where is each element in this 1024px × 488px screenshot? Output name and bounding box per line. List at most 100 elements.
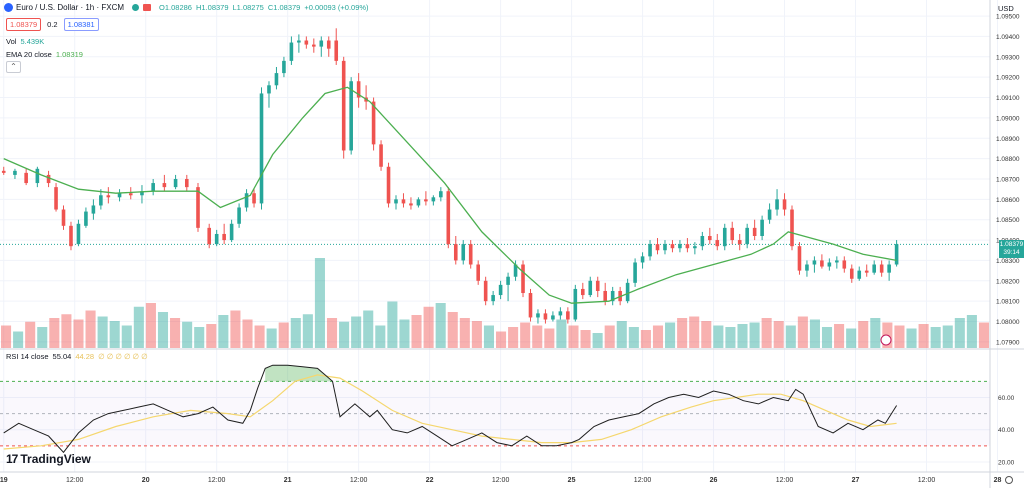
spread-value: 0.2 bbox=[47, 20, 58, 29]
volume-bar bbox=[749, 322, 760, 348]
candle-body bbox=[84, 211, 88, 226]
ema-value: 1.08319 bbox=[55, 50, 83, 59]
volume-bar bbox=[942, 325, 953, 348]
lightning-icon[interactable] bbox=[880, 334, 892, 346]
volume-bar bbox=[182, 321, 193, 348]
candle-body bbox=[416, 199, 421, 206]
candle-body bbox=[76, 223, 81, 245]
candle-body bbox=[69, 225, 73, 247]
volume-bar bbox=[604, 325, 615, 348]
candle-body bbox=[349, 81, 353, 151]
candle-body bbox=[259, 93, 264, 204]
rsi-axis-label: 60.00 bbox=[998, 395, 1015, 402]
volume-bar bbox=[701, 321, 712, 348]
volume-bar bbox=[302, 314, 313, 348]
candle-body bbox=[663, 244, 667, 251]
candle-body bbox=[730, 227, 735, 241]
volume-bar bbox=[459, 318, 470, 348]
candle-body bbox=[476, 264, 480, 281]
volume-bar bbox=[773, 321, 784, 348]
rsi-axis-label: 40.00 bbox=[998, 427, 1015, 434]
volume-bar bbox=[640, 330, 651, 348]
candle-body bbox=[431, 197, 436, 202]
settings-gear-icon[interactable] bbox=[1005, 476, 1013, 484]
candle-body bbox=[341, 60, 346, 151]
candle-body bbox=[237, 207, 241, 224]
rsi-placeholders: ∅ ∅ ∅ ∅ ∅ ∅ bbox=[98, 352, 148, 361]
volume-bar bbox=[254, 325, 265, 348]
volume-bar bbox=[61, 314, 72, 348]
candle-body bbox=[54, 187, 58, 210]
candle-body bbox=[117, 193, 122, 198]
volume-bar bbox=[411, 315, 422, 348]
candle-body bbox=[99, 195, 103, 206]
time-axis-label: 27 bbox=[852, 477, 860, 484]
ema-legend[interactable]: EMA 20 close 1.08319 bbox=[6, 50, 83, 59]
candle-body bbox=[214, 233, 219, 245]
collapse-legend-button[interactable]: ⌃ bbox=[6, 61, 21, 73]
candle-body bbox=[319, 40, 324, 47]
candle-body bbox=[521, 264, 525, 294]
volume-bar bbox=[194, 327, 205, 348]
tradingview-logo[interactable]: 17 TradingView bbox=[6, 452, 91, 466]
time-axis-label: 21 bbox=[284, 477, 292, 484]
volume-bar bbox=[954, 318, 965, 348]
volume-bar bbox=[689, 316, 700, 348]
price-axis-label: 1.08000 bbox=[996, 319, 1020, 326]
chevron-up-icon: ⌃ bbox=[10, 62, 17, 71]
volume-bar bbox=[544, 328, 555, 348]
volume-bar bbox=[870, 318, 881, 348]
price-axis-label: 1.08600 bbox=[996, 197, 1020, 204]
volume-bar bbox=[242, 319, 253, 348]
time-axis-label: 12:00 bbox=[208, 477, 226, 484]
candle-body bbox=[700, 236, 705, 247]
price-axis-label: 1.08500 bbox=[996, 217, 1020, 224]
volume-bar bbox=[483, 325, 494, 348]
volume-bar bbox=[170, 318, 181, 348]
volume-bar bbox=[133, 306, 144, 348]
symbol-flag-icon bbox=[4, 3, 13, 12]
candle-body bbox=[603, 290, 608, 302]
ohlc-low: L1.08275 bbox=[232, 3, 264, 12]
candle-body bbox=[173, 178, 178, 188]
symbol-name[interactable]: Euro / U.S. Dollar · 1h · FXCM bbox=[16, 3, 125, 12]
candle-body bbox=[222, 233, 226, 241]
tradingview-logo-icon: 17 bbox=[6, 452, 18, 466]
volume-bar bbox=[713, 325, 724, 348]
candle-body bbox=[708, 236, 712, 241]
volume-bar bbox=[677, 318, 688, 348]
volume-bar bbox=[73, 319, 84, 348]
rsi-legend[interactable]: RSI 14 close 55.04 44.28 ∅ ∅ ∅ ∅ ∅ ∅ bbox=[6, 352, 148, 361]
sell-price-button[interactable]: 1.08379 bbox=[6, 18, 42, 31]
volume-bar bbox=[266, 328, 277, 348]
volume-bar bbox=[351, 316, 362, 348]
volume-bar bbox=[423, 306, 434, 348]
flag-icon[interactable] bbox=[143, 4, 152, 11]
ema-label: EMA 20 close bbox=[6, 50, 52, 59]
volume-bar bbox=[85, 310, 96, 348]
volume-bar bbox=[785, 325, 796, 348]
candle-body bbox=[491, 295, 495, 302]
volume-bar bbox=[37, 327, 48, 348]
candle-body bbox=[91, 205, 96, 214]
volume-bar bbox=[906, 328, 917, 348]
candle-body bbox=[267, 85, 271, 94]
candle-body bbox=[655, 244, 660, 251]
volume-legend[interactable]: Vol 5.439K bbox=[6, 37, 44, 46]
buy-price-button[interactable]: 1.08381 bbox=[63, 18, 99, 31]
candle-body bbox=[752, 227, 757, 236]
symbol-legend[interactable]: Euro / U.S. Dollar · 1h · FXCM O1.08286 … bbox=[4, 3, 369, 12]
volume-bar bbox=[339, 321, 350, 348]
last-price-tag: 1.08379 39:14 bbox=[999, 240, 1024, 258]
price-axis-label: 1.08800 bbox=[996, 156, 1020, 163]
candle-body bbox=[506, 276, 510, 285]
price-axis-label: 1.07900 bbox=[996, 339, 1020, 346]
bar-countdown: 39:14 bbox=[1003, 249, 1020, 256]
volume-bar bbox=[435, 303, 446, 348]
volume-bar bbox=[49, 318, 60, 348]
currency-label[interactable]: USD bbox=[998, 4, 1014, 13]
candle-body bbox=[558, 311, 563, 316]
candle-body bbox=[595, 280, 600, 291]
candle-body bbox=[835, 260, 839, 263]
